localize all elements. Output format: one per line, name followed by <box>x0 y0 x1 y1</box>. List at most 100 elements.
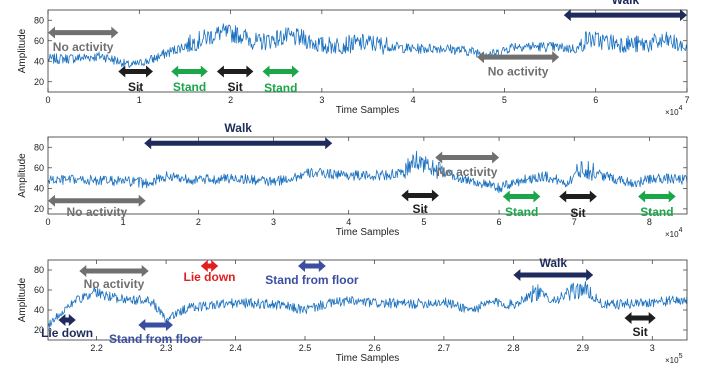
x-tick-label: 3 <box>319 95 324 105</box>
annotation-arrow <box>216 65 254 78</box>
x-tick-label: 6 <box>497 217 502 227</box>
y-tick-label: 40 <box>34 305 44 315</box>
y-tick-label: 20 <box>34 77 44 87</box>
annotation-arrow <box>200 260 219 272</box>
x-tick-label: 2.4 <box>229 343 242 353</box>
annotation-label: Sit <box>570 206 585 220</box>
y-tick-label: 80 <box>34 265 44 275</box>
annotation-label: Stand from floor <box>109 332 203 346</box>
x-tick-label: 0 <box>45 95 50 105</box>
x-axis-label: Time Samples <box>336 105 400 116</box>
y-tick-label: 20 <box>34 325 44 335</box>
annotation-arrow <box>79 265 149 277</box>
activity-annotation: Stand <box>638 190 676 219</box>
activity-annotation: Stand <box>262 65 299 95</box>
activity-annotation: Walk <box>513 256 594 281</box>
x-tick-label: 0 <box>45 217 50 227</box>
annotation-arrow <box>58 314 76 326</box>
activity-annotation: Stand from floor <box>265 260 359 287</box>
x-tick-label: 2.5 <box>299 343 312 353</box>
annotation-label: No activity <box>67 205 128 219</box>
annotation-label: Stand <box>173 80 206 94</box>
annotation-label: Stand from floor <box>265 273 359 287</box>
annotation-arrow <box>48 194 146 207</box>
annotation-arrow <box>138 319 173 331</box>
annotation-arrow <box>144 137 333 150</box>
activity-annotation: Walk <box>144 121 333 150</box>
activity-annotation: No activity <box>477 51 560 79</box>
x-multiplier-exponent: 4 <box>679 227 683 234</box>
plot-frame <box>47 136 688 215</box>
annotation-label: Lie down <box>183 270 235 284</box>
x-tick-label: 2.8 <box>507 343 520 353</box>
annotation-label: Stand <box>264 81 297 95</box>
activity-annotation: Stand from floor <box>109 319 203 346</box>
x-tick-label: 4 <box>411 95 416 105</box>
chart-panel-3: 20 40 60 80 2.2 2.3 2.4 2.5 2.6 2.7 2.8 2.9 3 Time Sa… <box>17 256 688 365</box>
x-tick-label: 2.7 <box>438 343 451 353</box>
x-multiplier-exponent: 5 <box>679 353 683 360</box>
x-tick-label: 2 <box>228 95 233 105</box>
activity-annotation: Sit <box>118 65 153 94</box>
x-multiplier-label: ×104 <box>665 227 683 239</box>
y-tick-label: 80 <box>34 142 44 152</box>
activity-annotation: Sit <box>559 190 597 220</box>
x-tick-label: 2.9 <box>577 343 590 353</box>
annotation-label: Walk <box>612 0 640 7</box>
chart-panel-2: 20 40 60 80 0 1 2 3 4 5 6 7 8 Time Samples Amplitude ×1… <box>17 121 688 239</box>
y-axis-label: Amplitude <box>17 153 28 198</box>
annotation-label: Stand <box>640 205 673 219</box>
y-axis-label: Amplitude <box>17 28 28 73</box>
plot-frame <box>47 9 688 93</box>
signal-trace-series-1 <box>48 23 687 68</box>
y-axis-label: Amplitude <box>17 277 28 322</box>
activity-annotation: No activity <box>79 265 149 291</box>
x-tick-label: 2.3 <box>160 343 173 353</box>
annotation-arrow <box>477 51 560 64</box>
annotation-arrow <box>262 65 299 78</box>
y-tick-label: 40 <box>34 56 44 66</box>
annotation-label: Sit <box>412 202 427 216</box>
y-tick-label: 80 <box>34 15 44 25</box>
annotation-arrow <box>502 190 541 203</box>
annotation-arrow <box>638 190 676 203</box>
x-axis-label: Time Samples <box>336 353 400 364</box>
annotation-arrow <box>298 260 326 272</box>
annotation-arrow <box>513 269 594 281</box>
y-tick-label: 60 <box>34 285 44 295</box>
activity-annotation: Sit <box>216 65 254 94</box>
x-tick-label: 7 <box>572 217 577 227</box>
x-multiplier-label: ×105 <box>665 353 683 365</box>
activity-annotation: Lie down <box>41 314 93 340</box>
annotation-label: No activity <box>84 277 145 291</box>
x-tick-label: 5 <box>502 95 507 105</box>
annotation-arrow <box>401 189 439 202</box>
activity-annotation: Lie down <box>183 260 235 284</box>
annotation-arrow <box>435 151 500 164</box>
x-tick-label: 1 <box>121 217 126 227</box>
x-tick-label: 2.2 <box>90 343 103 353</box>
x-multiplier-exponent: 4 <box>679 105 683 112</box>
activity-annotation: No activity <box>435 151 500 179</box>
x-multiplier-label: ×104 <box>665 105 683 117</box>
annotation-label: Sit <box>227 80 242 94</box>
annotation-label: Walk <box>224 121 252 135</box>
x-tick-label: 5 <box>421 217 426 227</box>
x-tick-label: 1 <box>137 95 142 105</box>
x-tick-label: 2.6 <box>368 343 381 353</box>
activity-annotation: No activity <box>48 26 119 54</box>
annotation-label: Stand <box>505 205 538 219</box>
activity-annotation: No activity <box>48 194 146 219</box>
activity-annotation: Stand <box>502 190 541 219</box>
activity-annotation: Sit <box>624 312 656 339</box>
y-tick-label: 60 <box>34 36 44 46</box>
x-tick-label: 4 <box>346 217 351 227</box>
annotation-label: Walk <box>540 256 568 270</box>
annotation-arrow <box>624 312 656 324</box>
x-tick-label: 2 <box>196 217 201 227</box>
plot-frame <box>47 259 688 341</box>
x-tick-label: 8 <box>647 217 652 227</box>
x-tick-label: 7 <box>684 95 689 105</box>
x-axis-label: Time Samples <box>336 227 400 238</box>
